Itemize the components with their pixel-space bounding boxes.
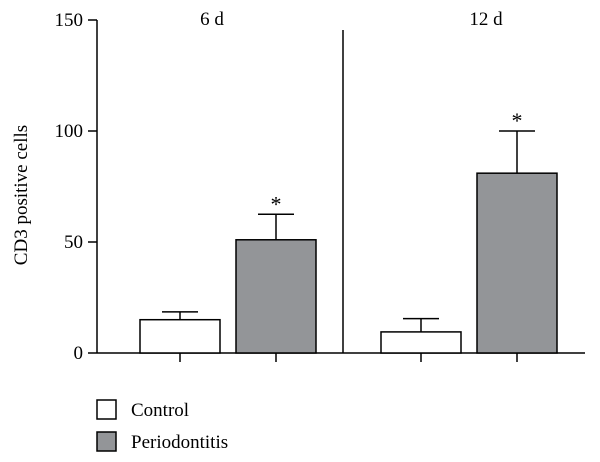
significance-marker: * <box>271 191 282 216</box>
legend: Control Periodontitis <box>96 399 228 453</box>
y-axis-label: CD3 positive cells <box>11 125 32 265</box>
bar-control-12d <box>380 331 462 354</box>
significance-marker: * <box>512 108 523 133</box>
legend-label: Control <box>131 400 189 421</box>
panel-label: 12 d <box>469 9 503 30</box>
y-tick-label: 150 <box>55 10 84 31</box>
y-tick-label: 50 <box>64 232 83 253</box>
bar-periodontitis-6d <box>235 239 317 354</box>
y-axis: 0 50 100 150 <box>55 10 98 364</box>
bars: 6 d * 12 d * <box>97 9 585 362</box>
y-tick-label: 100 <box>55 121 84 142</box>
bar-periodontitis-12d <box>476 172 558 354</box>
y-tick-label: 0 <box>74 343 84 364</box>
bar-control-6d <box>139 318 221 354</box>
legend-label: Periodontitis <box>131 432 228 453</box>
panel-label: 6 d <box>200 9 224 30</box>
legend-swatch <box>96 399 117 420</box>
legend-swatch <box>96 431 117 452</box>
